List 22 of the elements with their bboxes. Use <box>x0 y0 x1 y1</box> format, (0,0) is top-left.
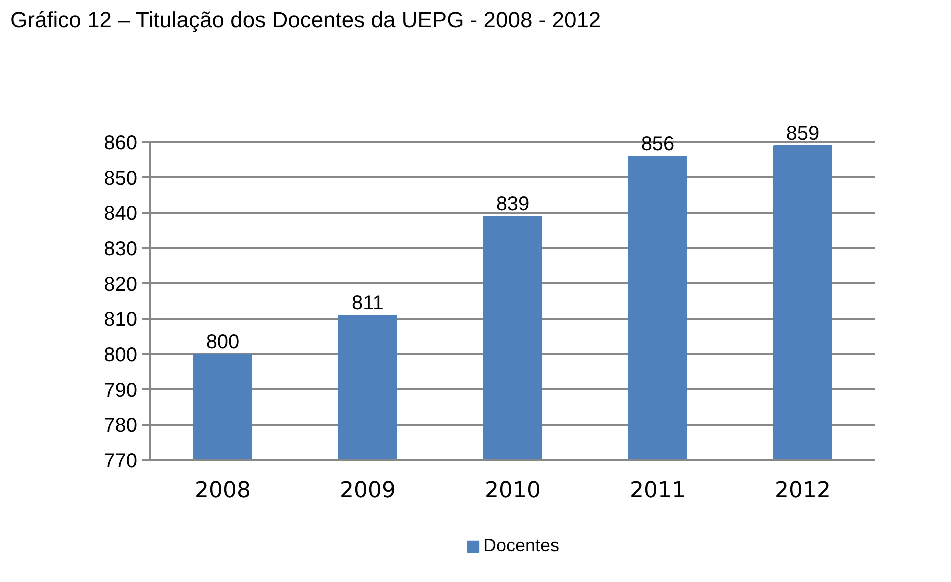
y-tick-label: 860 <box>104 132 138 154</box>
y-tick-label: 810 <box>104 309 138 332</box>
data-label: 856 <box>641 134 675 156</box>
x-tick-label: 2010 <box>485 478 542 504</box>
x-tick-label: 2009 <box>340 478 396 504</box>
legend-label: Docentes <box>483 536 560 556</box>
y-tick-label: 830 <box>104 238 138 260</box>
y-tick-label: 770 <box>104 450 138 472</box>
y-tick-label: 780 <box>104 415 138 438</box>
x-tick-label: 2008 <box>195 478 252 504</box>
chart-title: Gráfico 12 – Titulação dos Docentes da UEPG - 2008 - 2012 <box>10 8 602 32</box>
y-tick-label: 850 <box>104 168 138 190</box>
data-label: 811 <box>352 292 384 315</box>
y-tick-label: 840 <box>104 203 138 226</box>
y-tick-label: 820 <box>104 274 138 296</box>
x-tick-label: 2012 <box>775 478 832 504</box>
x-tick-label: 2011 <box>630 478 686 504</box>
data-label: 839 <box>496 194 530 216</box>
y-tick-label: 800 <box>104 344 138 366</box>
y-tick-label: 790 <box>104 380 138 402</box>
data-label: 800 <box>206 331 240 354</box>
data-label: 859 <box>786 122 820 145</box>
